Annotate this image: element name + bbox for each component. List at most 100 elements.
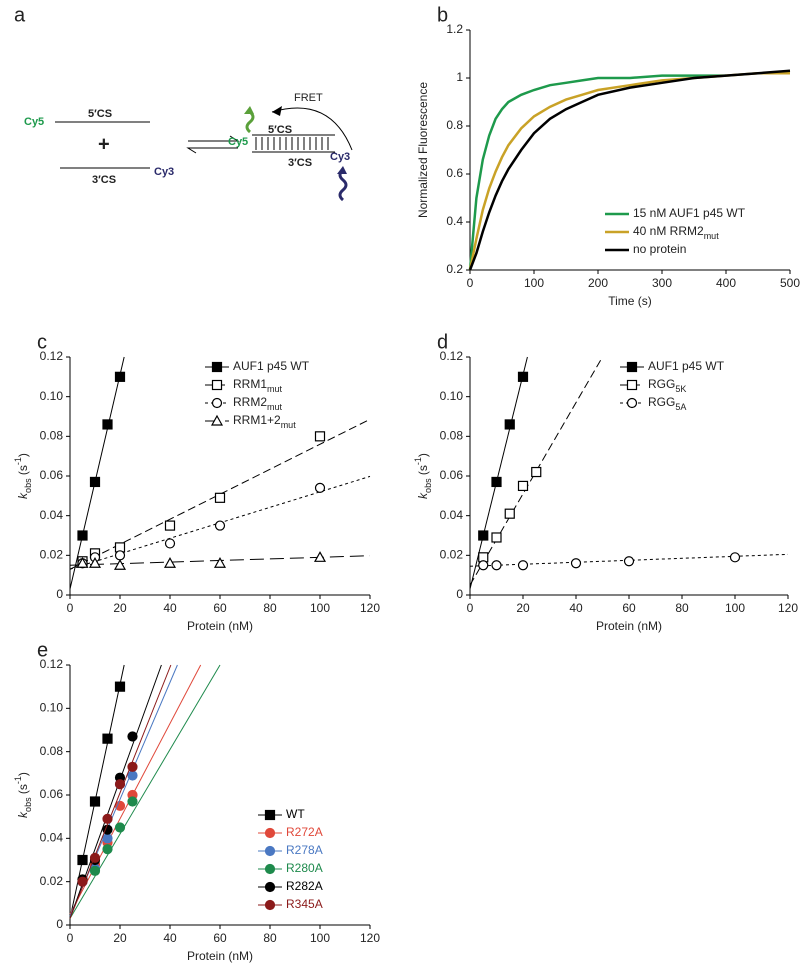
fit-line xyxy=(69,664,172,919)
legend-subscript: mut xyxy=(704,231,720,241)
label-part: -1 xyxy=(13,776,23,784)
marker xyxy=(264,899,276,911)
y-tick-label: 1 xyxy=(456,70,463,84)
marker xyxy=(127,796,138,807)
x-tick-label: 100 xyxy=(310,931,330,945)
x-tick-label: 100 xyxy=(725,601,745,615)
legend-name: AUF1 p45 WT xyxy=(233,359,310,373)
marker xyxy=(264,845,276,857)
x-axis-label: Time (s) xyxy=(608,294,652,308)
arrowhead xyxy=(244,106,254,114)
dye-label: Cy5 xyxy=(24,116,44,128)
x-tick-label: 80 xyxy=(675,601,689,615)
marker xyxy=(264,827,276,839)
y-axis-label: kobs (s-1) xyxy=(13,772,33,818)
chart-panel: e 0 0.02 0.04 0.06 0.08 0.10 0.12 0 20 40 60 80 100 12… xyxy=(13,639,380,963)
legend-name: RGG xyxy=(648,377,675,391)
marker xyxy=(504,419,515,430)
marker xyxy=(626,379,638,391)
marker xyxy=(127,761,138,772)
marker xyxy=(729,552,741,563)
marker xyxy=(517,480,529,492)
legend-label: R280A xyxy=(286,861,323,875)
y-tick-label: 0.04 xyxy=(440,508,464,522)
fit-line xyxy=(69,664,221,919)
legend-label: R345A xyxy=(286,897,323,911)
plus: + xyxy=(98,133,110,155)
x-axis-label: Protein (nM) xyxy=(596,619,662,633)
marker xyxy=(626,361,638,373)
label-part: obs xyxy=(23,478,33,493)
strand-label: 3′CS xyxy=(92,174,116,186)
label-part: -1 xyxy=(413,457,423,465)
dye-label: Cy5 xyxy=(228,136,248,148)
legend-label: WT xyxy=(286,807,305,821)
marker xyxy=(478,530,489,541)
legend-label: RGG5K xyxy=(648,377,686,394)
legend-name: RRM2 xyxy=(233,395,267,409)
legend-name: no protein xyxy=(633,242,686,256)
y-tick-label: 0.02 xyxy=(440,548,464,562)
diagram: a Cy5 5′CS + 3′CS Cy3 Cy5 5′CS 3′CS Cy3 … xyxy=(14,4,353,202)
y-tick-label: 0 xyxy=(56,917,63,931)
legend-name: AUF1 p45 WT xyxy=(648,359,725,373)
marker xyxy=(214,492,226,503)
label-part: (s xyxy=(16,465,30,478)
marker xyxy=(211,397,223,409)
y-tick-label: 0.12 xyxy=(40,349,64,363)
y-tick-label: 0.2 xyxy=(446,262,463,276)
strand-label: 5′CS xyxy=(268,124,292,136)
y-tick-label: 0.10 xyxy=(440,389,464,403)
fret-arc xyxy=(271,107,353,151)
y-tick-label: 0.10 xyxy=(40,389,64,403)
legend-label: R282A xyxy=(286,879,323,893)
y-tick-label: 1.2 xyxy=(446,22,463,36)
marker xyxy=(531,466,542,478)
label-part: obs xyxy=(423,478,433,493)
legend-label: R272A xyxy=(286,825,323,839)
legend-label: no protein xyxy=(633,242,686,256)
fit-line xyxy=(69,356,125,590)
legend-label: RRM2mut xyxy=(233,395,283,412)
marker xyxy=(114,550,126,561)
marker xyxy=(491,560,502,571)
chart-panel: b 0.2 0.4 0.6 0.8 1 1.2 0 100 200 300 400 500 Time (s… xyxy=(416,4,800,308)
x-axis-label: Protein (nM) xyxy=(187,949,253,963)
marker xyxy=(114,371,126,382)
marker xyxy=(213,557,227,568)
strand-label: 3′CS xyxy=(288,157,312,169)
label-part: ) xyxy=(16,772,30,776)
legend-name: RRM1 xyxy=(233,377,267,391)
chart-panel: c 0 0.02 0.04 0.06 0.08 0.10 0.12 0 20 40 60 80 100 12… xyxy=(13,331,380,633)
fit-line xyxy=(69,664,202,915)
excitation-squiggle xyxy=(338,168,348,202)
y-tick-label: 0.04 xyxy=(40,831,64,845)
legend-name: 40 nM RRM2 xyxy=(633,224,704,238)
x-tick-label: 300 xyxy=(652,276,672,290)
x-tick-label: 60 xyxy=(213,931,227,945)
y-tick-label: 0.02 xyxy=(40,874,64,888)
marker xyxy=(314,431,326,442)
dye-label: Cy3 xyxy=(330,151,350,163)
series-line xyxy=(468,69,791,271)
marker xyxy=(102,833,113,844)
arrowhead xyxy=(272,106,282,116)
marker xyxy=(114,822,126,833)
marker xyxy=(264,863,276,875)
dye-label: Cy3 xyxy=(154,166,174,178)
x-tick-label: 0 xyxy=(467,276,474,290)
y-tick-label: 0.06 xyxy=(40,468,64,482)
fit-line xyxy=(469,356,528,590)
marker xyxy=(89,796,101,807)
x-tick-label: 500 xyxy=(780,276,800,290)
y-tick-label: 0.6 xyxy=(446,166,463,180)
x-tick-label: 0 xyxy=(467,601,474,615)
legend-label: R278A xyxy=(286,843,323,857)
y-tick-label: 0.02 xyxy=(40,548,64,562)
marker xyxy=(114,681,126,692)
label-part: k xyxy=(16,811,30,818)
legend-name: R280A xyxy=(286,861,323,875)
equilibrium-arrows xyxy=(186,135,240,154)
legend-name: R272A xyxy=(286,825,323,839)
